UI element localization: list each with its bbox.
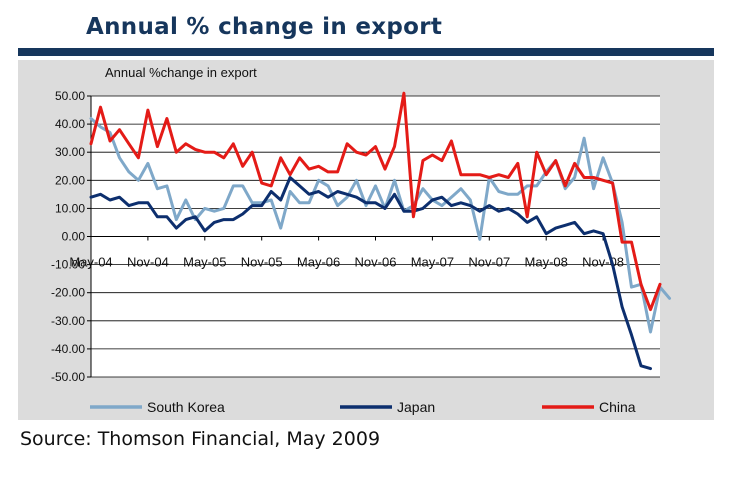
y-tick-label: 0.00 [62,230,86,244]
x-tick-label: May-06 [297,255,340,270]
legend-label-japan: Japan [397,399,435,415]
series-lines [89,91,671,371]
y-tick-label: -50.00 [51,370,85,384]
chart-title: Annual %change in export [105,65,257,80]
y-tick-label: 40.00 [55,117,85,131]
series-line-south-korea [89,117,671,334]
series-line-japan [89,176,652,371]
y-tick-label: 20.00 [55,173,85,187]
x-tick-label: May-05 [183,255,226,270]
series-line-china [89,91,662,312]
legend-label-china: China [599,399,636,415]
legend: South Korea Japan China [90,399,636,415]
y-tick-label: 30.00 [55,145,85,159]
x-tick-label: Nov-07 [468,255,510,270]
x-tick-label: May-07 [411,255,454,270]
x-tick-label: May-04 [69,255,112,270]
x-tick-label: Nov-08 [582,255,624,270]
source-note: Source: Thomson Financial, May 2009 [20,428,381,450]
y-tick-label: -40.00 [51,342,85,356]
x-tick-label: May-08 [525,255,568,270]
y-tick-label: -30.00 [51,314,85,328]
title-underline-bar [18,48,714,56]
x-axis: May-04 Nov-04 May-05 Nov-05 May-06 Nov-06 May-… [69,236,660,270]
y-tick-label: -10.00 [51,258,85,272]
x-tick-label: Nov-04 [127,255,169,270]
y-tick-label: -20.00 [51,286,85,300]
x-tick-label: Nov-06 [355,255,397,270]
line-chart: Annual %change in export 50.00 40.00 30.00… [51,65,671,415]
chart-panel: Annual %change in export 50.00 40.00 30.00… [18,60,714,420]
y-tick-label: 10.00 [55,201,85,215]
legend-label-south-korea: South Korea [147,399,225,415]
page-title: Annual % change in export [86,14,443,40]
x-tick-label: Nov-05 [241,255,283,270]
y-tick-label: 50.00 [55,89,85,103]
